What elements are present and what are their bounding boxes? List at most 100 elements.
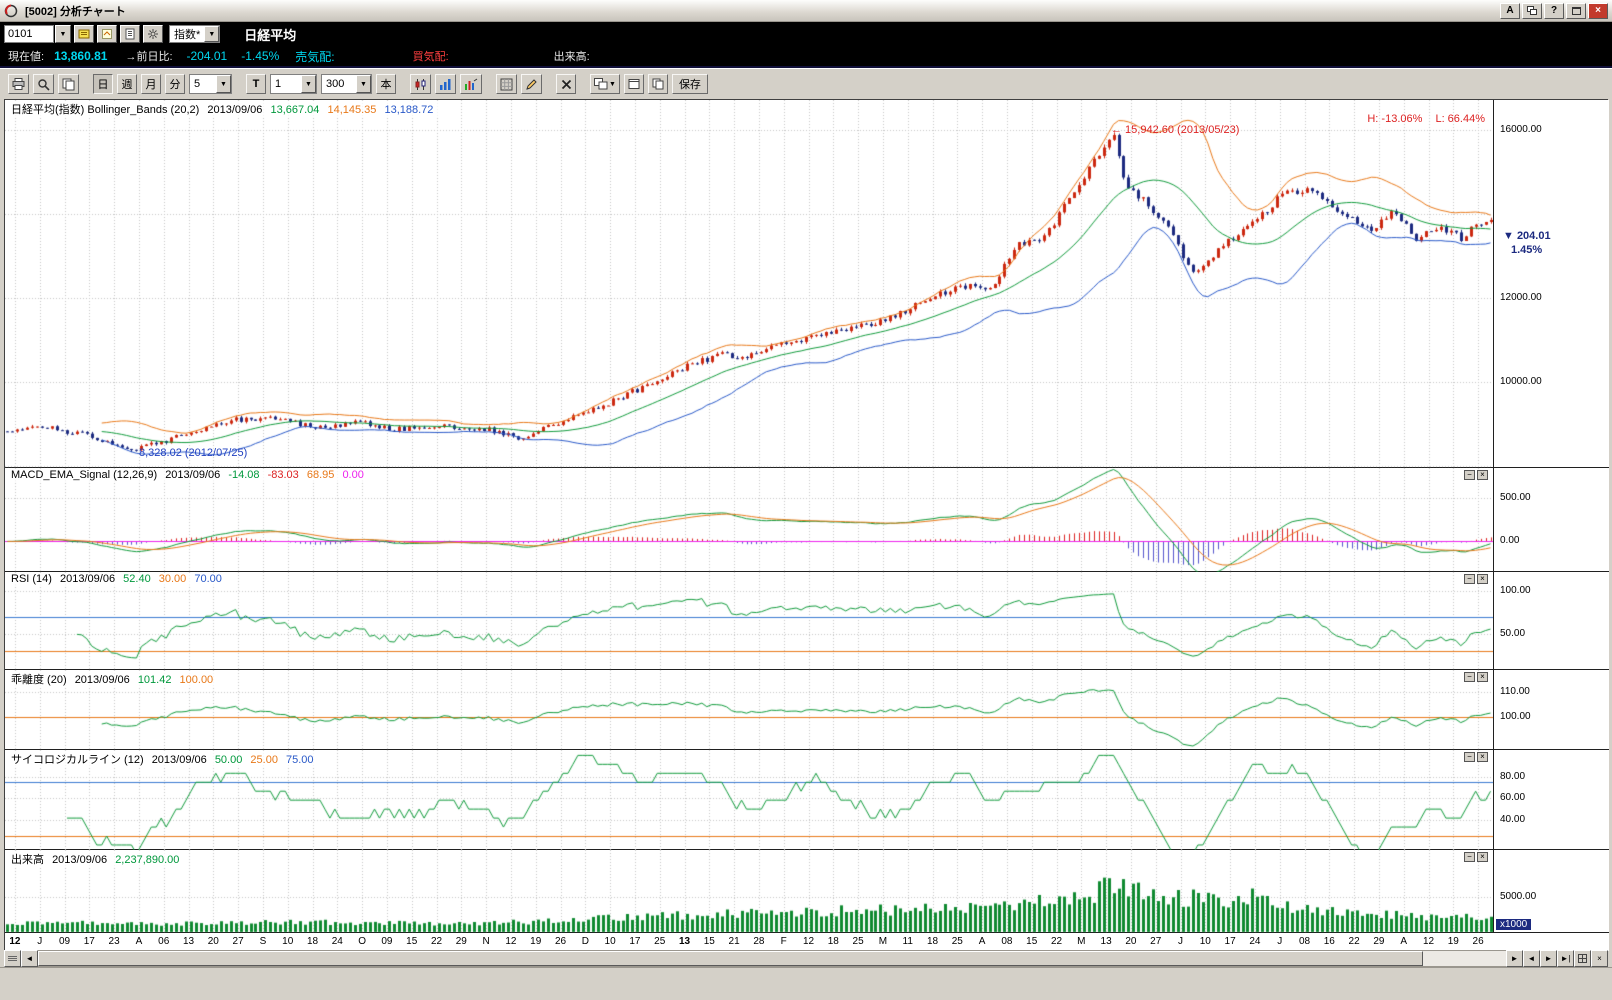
x-axis-tick-label: 12 <box>9 936 21 947</box>
period-week-button[interactable]: 週 <box>117 74 137 94</box>
bar-chart-icon[interactable] <box>435 74 456 94</box>
x-axis-tick-label: N <box>482 936 490 947</box>
current-price-label: 現在値: <box>8 51 45 63</box>
bar-count-value: 300 <box>326 78 345 90</box>
scrollbar-thumb[interactable] <box>38 951 1423 966</box>
change-percent: -1.45% <box>241 49 280 63</box>
candlestick-style-icon[interactable] <box>410 74 431 94</box>
panel-minimize-button[interactable]: − <box>1464 852 1475 862</box>
register-icon[interactable] <box>97 25 117 43</box>
panel-minimize-button[interactable]: − <box>1464 752 1475 762</box>
high-low-percent-label: H: -13.06% L: 66.44% <box>1357 113 1485 125</box>
erase-icon[interactable] <box>556 74 576 94</box>
x-axis-tick-label: 15 <box>703 936 715 947</box>
panel-date: 2013/09/06 <box>60 573 116 585</box>
x-axis-tick-label: 15 <box>406 936 418 947</box>
x-axis-tick-label: 28 <box>753 936 765 947</box>
panel-close-button[interactable]: × <box>1477 672 1488 682</box>
x-axis-tick-label: 08 <box>1298 936 1311 947</box>
psych-upper-line-value: 75.00 <box>286 754 314 766</box>
price-chart-canvas[interactable] <box>5 100 1493 468</box>
macd-axis: 500.00 0.00 <box>1493 468 1608 571</box>
x-axis-tick-label: J <box>37 936 43 947</box>
multiplier-dropdown[interactable]: 1 ▼ <box>270 74 317 94</box>
scroll-left-button[interactable]: ◄ <box>21 950 38 967</box>
help-button[interactable]: ? <box>1544 2 1564 19</box>
bollinger-upper-value: 14,145.35 <box>327 104 377 116</box>
x-axis-tick-label: 24 <box>331 936 343 947</box>
copy-chart-icon[interactable] <box>58 74 79 94</box>
axis-label: 500.00 <box>1500 491 1531 503</box>
rsi-chart-canvas[interactable] <box>5 572 1493 670</box>
scrollbar-track[interactable] <box>38 950 1506 967</box>
scroll-to-end-button[interactable]: ►| <box>1557 950 1574 967</box>
price-panel-header: 日経平均(指数) Bollinger_Bands (20,2) 2013/09/… <box>9 101 441 117</box>
save-button[interactable]: 保存 <box>671 74 708 94</box>
macd-value: -14.08 <box>228 469 260 481</box>
font-size-button[interactable]: A <box>1500 2 1520 19</box>
x-axis-tick-label: 06 <box>158 936 170 947</box>
panel-minimize-button[interactable]: − <box>1464 470 1475 480</box>
panel-minimize-button[interactable]: − <box>1464 574 1475 584</box>
pencil-icon[interactable] <box>521 74 542 94</box>
symbol-dropdown-arrow-icon[interactable]: ▼ <box>55 25 71 43</box>
x-axis-tick-label: 13 <box>678 936 691 947</box>
scroll-right-button[interactable]: ► <box>1506 950 1523 967</box>
close-button[interactable]: × <box>1588 2 1608 19</box>
new-window-icon[interactable] <box>623 74 644 94</box>
macd-signal-value: 68.95 <box>306 469 335 481</box>
kairi-base-line-value: 100.00 <box>179 674 214 686</box>
x-axis-tick-label: 26 <box>554 936 567 947</box>
macd-panel: 500.00 0.00 MACD_EMA_Signal (12,26,9) 201… <box>5 468 1609 572</box>
period-day-button[interactable]: 日 <box>93 74 113 94</box>
grid-icon[interactable] <box>496 74 517 94</box>
print-icon[interactable] <box>8 74 29 94</box>
panel-minimize-button[interactable]: − <box>1464 672 1475 682</box>
category-dropdown-value: 指数* <box>174 29 201 41</box>
symbol-code-input[interactable] <box>4 25 54 43</box>
trend-tool-button[interactable]: T <box>246 74 266 94</box>
change-value: -204.01 <box>186 49 228 63</box>
category-dropdown[interactable]: 指数* ▼ <box>169 25 221 43</box>
kairi-chart-canvas[interactable] <box>5 670 1493 750</box>
multiplier-value: 1 <box>275 78 282 90</box>
x-axis-tick-label: 09 <box>58 936 71 947</box>
settings-icon[interactable] <box>143 25 163 43</box>
panel-grid-toggle-icon[interactable] <box>1574 950 1591 967</box>
period-month-button[interactable]: 月 <box>141 74 161 94</box>
low-percent: L: 66.44% <box>1435 113 1485 125</box>
bar-count-dropdown[interactable]: 300 ▼ <box>321 74 372 94</box>
scroll-prev-page-button[interactable]: ◄ <box>1523 950 1540 967</box>
board-icon[interactable] <box>74 25 94 43</box>
splitter-grip-icon[interactable] <box>4 950 21 967</box>
panel-close-button[interactable]: × <box>1477 574 1488 584</box>
bars-unit-button[interactable]: 本 <box>376 74 396 94</box>
macd-chart-canvas[interactable] <box>5 468 1493 572</box>
memo-icon[interactable] <box>120 25 140 43</box>
panel-close-button[interactable]: × <box>1477 752 1488 762</box>
panel-close-all-icon[interactable]: × <box>1591 950 1608 967</box>
minute-interval-dropdown[interactable]: 5 ▼ <box>189 74 232 94</box>
period-minute-button[interactable]: 分 <box>165 74 185 94</box>
x-axis-tick-label: J <box>1178 936 1184 947</box>
restore-button[interactable] <box>1566 2 1586 19</box>
volume-chart-canvas[interactable] <box>5 850 1493 933</box>
panel-title: 乖離度 (20) <box>11 674 67 686</box>
scroll-next-page-button[interactable]: ► <box>1540 950 1557 967</box>
high-annotation: ← 15,942.60 (2013/05/23) <box>1111 124 1240 136</box>
x-axis-tick-label: 17 <box>83 936 95 947</box>
indicator-chart-icon[interactable] <box>460 74 482 94</box>
layout-windows-icon[interactable]: ▼ <box>590 74 620 94</box>
window-layout-icon[interactable] <box>1522 2 1542 19</box>
x-axis-tick-label: 13 <box>182 936 195 947</box>
panel-title: サイコロジカルライン (12) <box>11 754 144 766</box>
panel-close-button[interactable]: × <box>1477 852 1488 862</box>
panel-close-button[interactable]: × <box>1477 470 1488 480</box>
panel-title: MACD_EMA_Signal (12,26,9) <box>11 469 158 481</box>
macd-hist-value: -83.03 <box>267 469 299 481</box>
x-axis-tick-label: J <box>1277 936 1283 947</box>
x-axis-tick-label: 29 <box>455 936 467 947</box>
duplicate-icon[interactable] <box>647 74 668 94</box>
x-axis-tick-label: 10 <box>604 936 616 947</box>
zoom-icon[interactable] <box>33 74 54 94</box>
